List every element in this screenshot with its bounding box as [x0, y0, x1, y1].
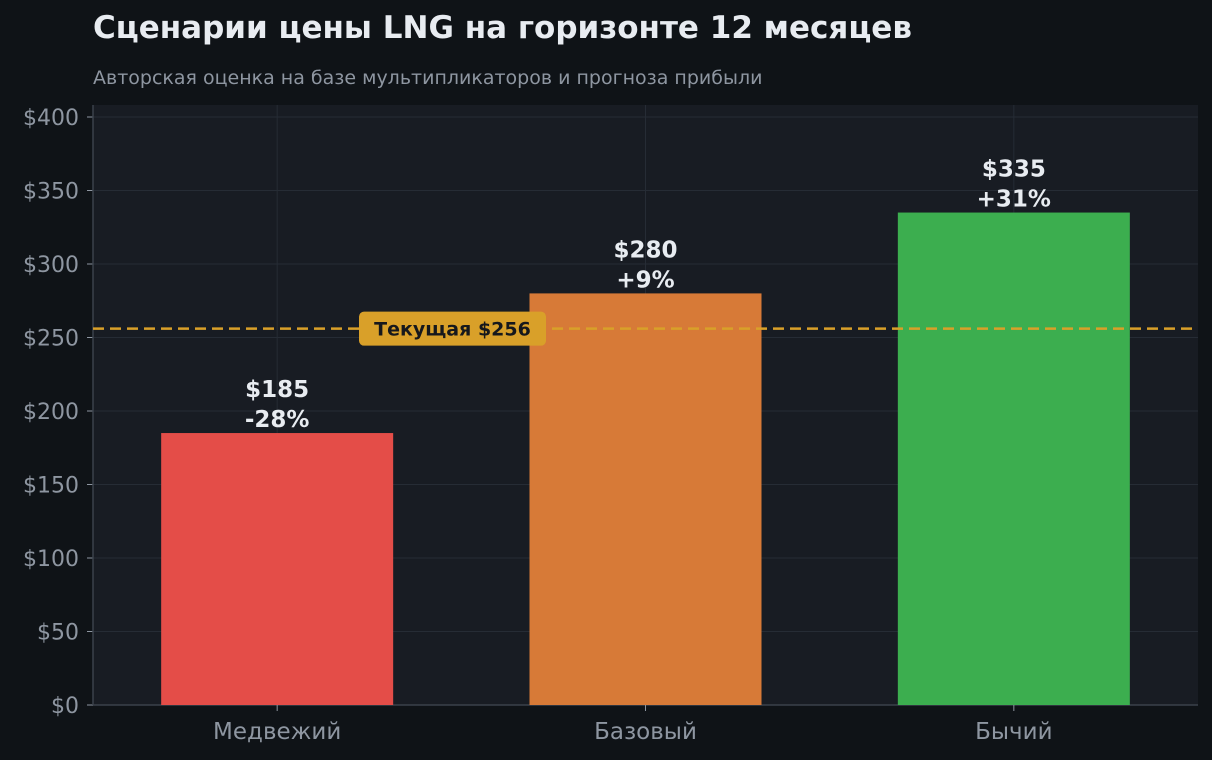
y-tick-label: $0 — [51, 694, 79, 719]
reference-label: Текущая $256 — [374, 319, 531, 341]
x-tick-label: Базовый — [594, 719, 697, 745]
y-tick-label: $250 — [23, 327, 79, 352]
bar-value-label: $280 — [613, 237, 677, 263]
bar — [161, 433, 394, 705]
chart-title: Сценарии цены LNG на горизонте 12 месяце… — [93, 10, 912, 46]
y-tick-label: $200 — [23, 400, 79, 425]
bar — [529, 293, 762, 705]
chart-subtitle: Авторская оценка на базе мультипликаторо… — [93, 67, 762, 89]
bar-value-label: $335 — [982, 157, 1046, 183]
y-tick-label: $400 — [23, 106, 79, 131]
x-tick-label: Медвежий — [213, 719, 341, 745]
y-tick-label: $50 — [37, 621, 79, 646]
reference-label-box — [359, 311, 546, 346]
y-tick-label: $150 — [23, 474, 79, 499]
bar-change-label: +31% — [977, 187, 1051, 213]
bar — [897, 212, 1130, 706]
bar-change-label: +9% — [616, 267, 674, 293]
x-tick-label: Бычий — [975, 719, 1052, 745]
bar-value-label: $185 — [245, 377, 309, 403]
bar-change-label: -28% — [245, 407, 310, 433]
y-tick-label: $350 — [23, 180, 79, 205]
y-tick-label: $300 — [23, 253, 79, 278]
y-tick-label: $100 — [23, 547, 79, 572]
